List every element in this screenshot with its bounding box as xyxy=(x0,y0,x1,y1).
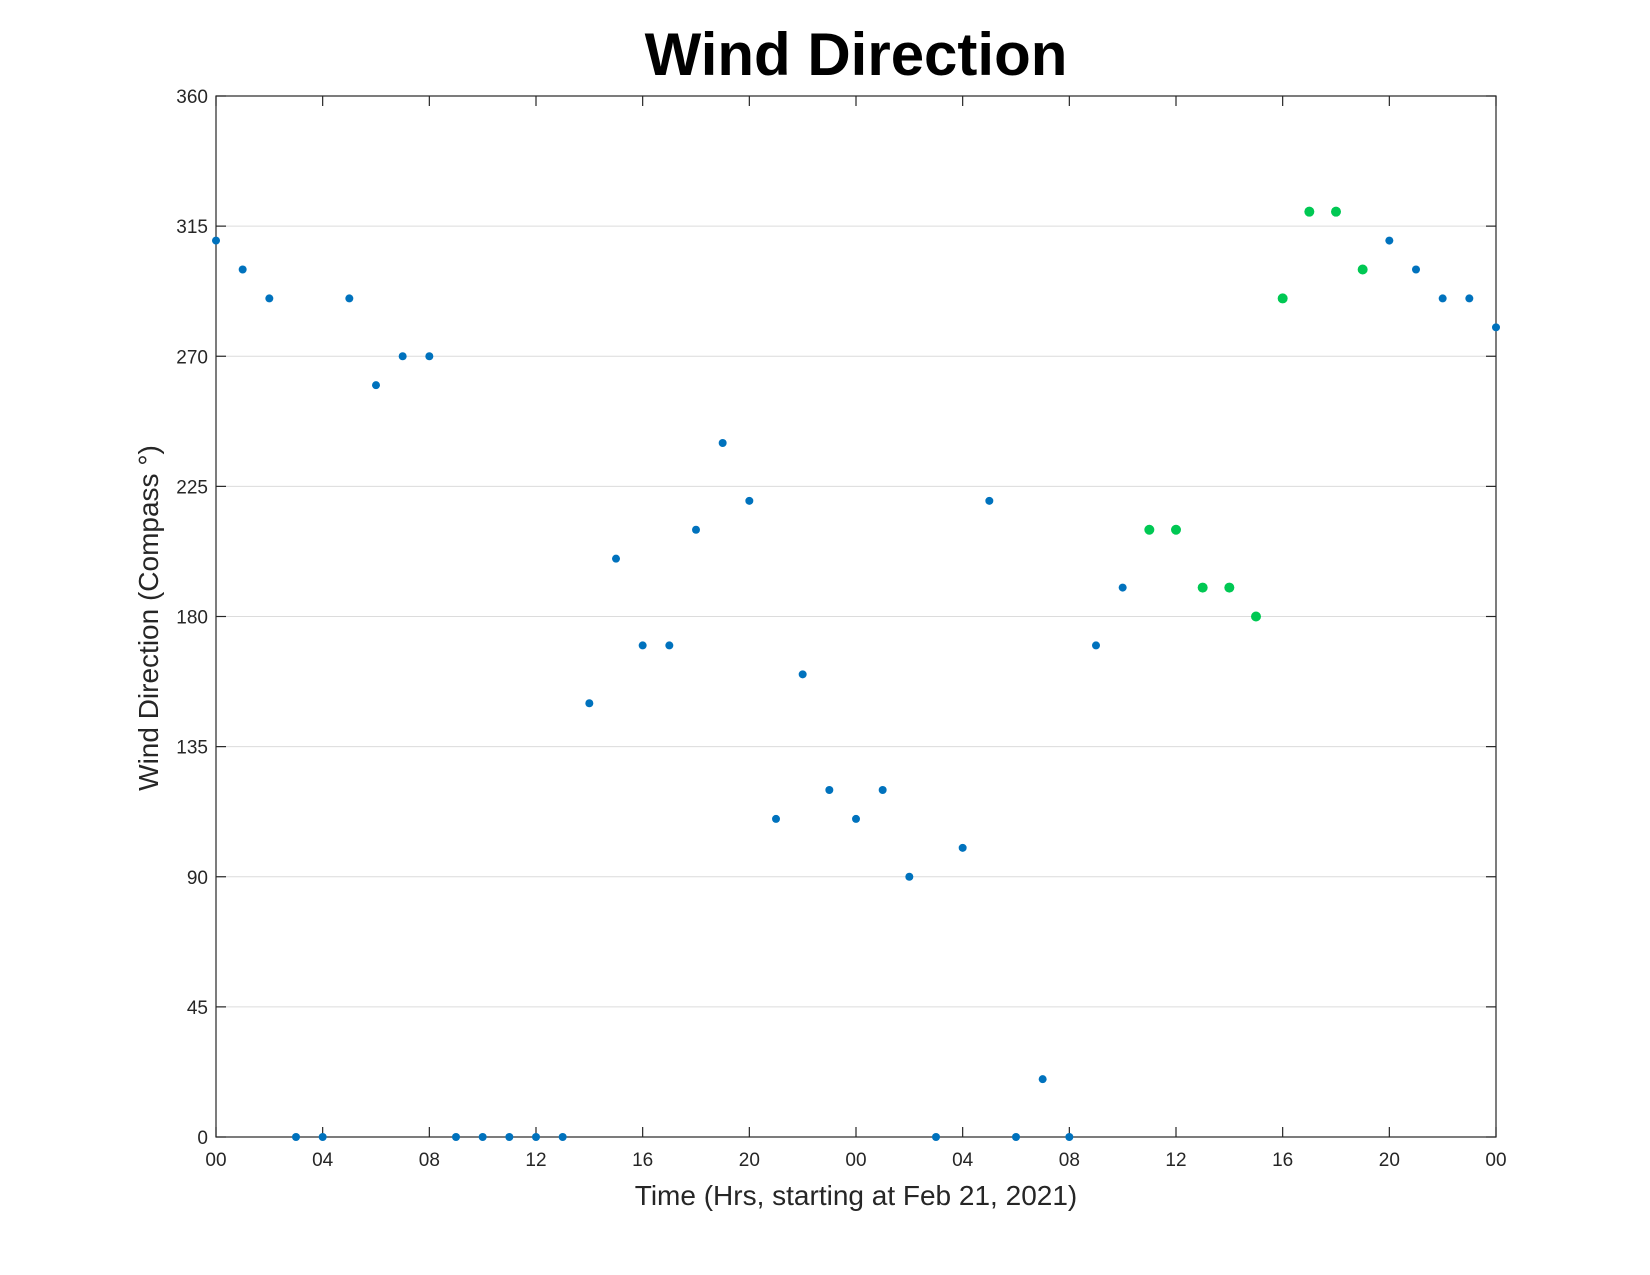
x-tick-label: 20 xyxy=(1379,1150,1400,1171)
data-point xyxy=(1038,1075,1047,1084)
data-point xyxy=(1492,323,1500,332)
data-point xyxy=(318,1133,327,1141)
data-point xyxy=(238,265,247,274)
data-point xyxy=(532,1133,540,1141)
data-point xyxy=(558,1133,567,1141)
y-tick-label: 135 xyxy=(176,738,208,759)
data-point xyxy=(345,294,354,303)
data-point xyxy=(718,439,727,447)
data-point xyxy=(692,525,700,534)
data-point xyxy=(505,1133,514,1141)
x-tick-label: 12 xyxy=(1165,1150,1186,1171)
data-point xyxy=(1118,583,1127,592)
x-tick-labels: 00 04 08 12 16 20 00 04 08 12 16 20 00 xyxy=(205,1150,1506,1171)
data-point-highlight xyxy=(1304,206,1315,217)
y-tick-label: 0 xyxy=(197,1128,208,1149)
data-point xyxy=(425,352,434,361)
grid-lines xyxy=(216,225,1496,1008)
data-point xyxy=(292,1133,300,1141)
x-tick-label: 16 xyxy=(632,1150,653,1171)
data-point xyxy=(772,814,780,823)
x-tick-label: 00 xyxy=(205,1150,226,1171)
data-point xyxy=(665,641,674,650)
data-point-highlight xyxy=(1277,293,1288,304)
data-point xyxy=(745,496,754,505)
y-tick-labels: 0 45 90 135 180 225 270 315 360 xyxy=(176,87,208,1149)
y-tick-label: 90 xyxy=(187,868,208,889)
data-point xyxy=(1438,294,1447,303)
data-point xyxy=(1465,294,1474,303)
x-tick-label: 04 xyxy=(312,1150,334,1171)
data-point xyxy=(985,496,994,505)
data-point-highlight xyxy=(1224,582,1235,593)
y-axis-label: Wind Direction (Compass °) xyxy=(133,445,164,791)
data-point xyxy=(372,381,380,390)
x-tick-label: 20 xyxy=(739,1150,760,1171)
data-point xyxy=(905,872,914,881)
y-tick-label: 180 xyxy=(176,608,208,629)
data-point-highlight xyxy=(1144,524,1155,535)
data-point xyxy=(932,1133,940,1141)
data-point xyxy=(612,554,620,563)
data-point xyxy=(1065,1133,1074,1141)
chart-title: Wind Direction xyxy=(645,21,1068,88)
data-point xyxy=(878,786,887,794)
data-point-highlight xyxy=(1357,264,1368,275)
data-point xyxy=(212,236,220,245)
data-point xyxy=(958,843,967,852)
y-tick-label: 225 xyxy=(176,477,208,498)
x-tick-label: 16 xyxy=(1272,1150,1293,1171)
x-tick-label: 00 xyxy=(845,1150,866,1171)
data-point-highlight xyxy=(1251,611,1261,622)
data-point xyxy=(265,294,274,303)
y-tick-label: 315 xyxy=(176,217,208,238)
y-tick-label: 360 xyxy=(176,87,208,108)
data-point xyxy=(1092,641,1100,650)
data-point xyxy=(798,670,807,679)
x-tick-label: 08 xyxy=(419,1150,440,1171)
data-point xyxy=(1412,265,1420,274)
axis-ticks xyxy=(215,95,1497,1138)
data-point xyxy=(852,814,860,823)
data-point xyxy=(398,352,407,361)
x-tick-label: 04 xyxy=(952,1150,974,1171)
data-point xyxy=(452,1133,460,1141)
data-point xyxy=(1012,1133,1020,1141)
data-point xyxy=(825,786,834,794)
data-points xyxy=(212,206,1500,1141)
data-point xyxy=(1385,236,1394,245)
data-point-highlight xyxy=(1197,582,1208,593)
y-tick-label: 270 xyxy=(176,347,208,368)
x-tick-label: 00 xyxy=(1485,1150,1506,1171)
data-point xyxy=(478,1133,487,1141)
data-point xyxy=(585,699,594,708)
data-point xyxy=(638,641,647,650)
data-point-highlight xyxy=(1171,524,1181,535)
y-tick-label: 45 xyxy=(187,998,208,1019)
x-axis-label: Time (Hrs, starting at Feb 21, 2021) xyxy=(635,1180,1077,1211)
x-tick-label: 08 xyxy=(1059,1150,1080,1171)
data-point-highlight xyxy=(1331,206,1341,217)
x-tick-label: 12 xyxy=(525,1150,546,1171)
